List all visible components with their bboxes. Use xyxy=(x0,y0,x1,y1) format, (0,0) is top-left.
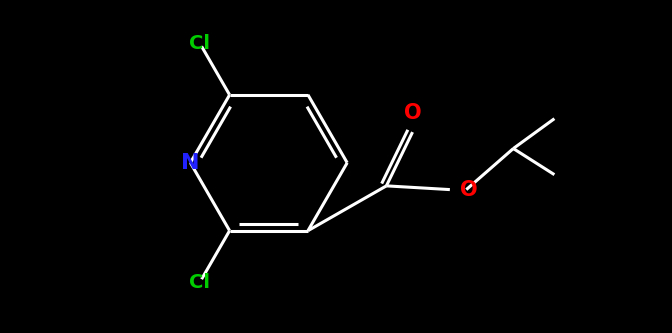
Text: Cl: Cl xyxy=(190,273,210,292)
Text: O: O xyxy=(460,179,478,199)
Text: O: O xyxy=(404,103,421,123)
Text: Cl: Cl xyxy=(190,34,210,53)
Text: N: N xyxy=(181,153,200,173)
